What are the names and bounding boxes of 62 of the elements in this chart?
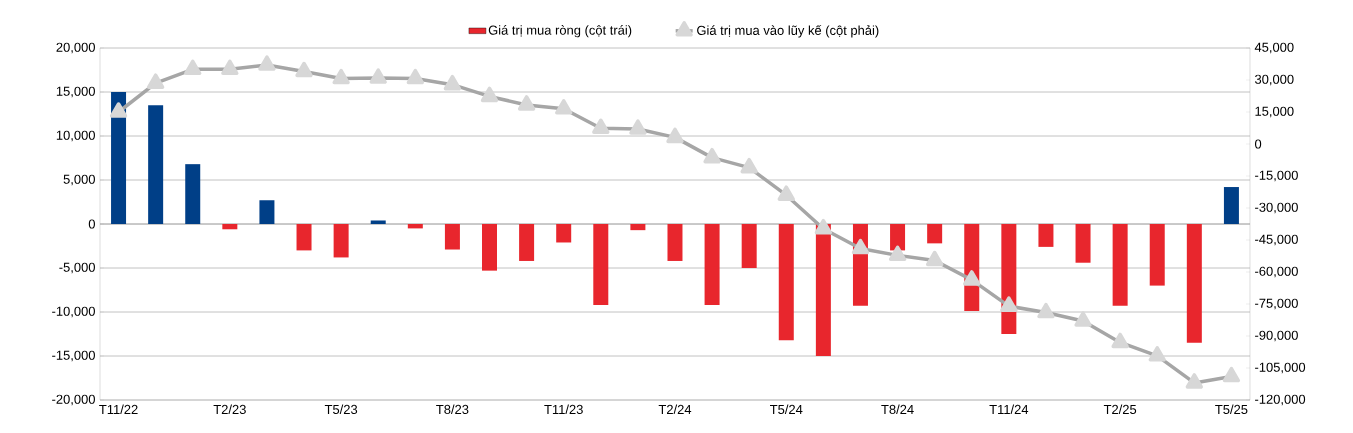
bar xyxy=(1186,224,1202,343)
bar xyxy=(593,224,609,305)
bar xyxy=(667,224,683,261)
y2-tick-label: 0 xyxy=(1254,139,1262,149)
y-tick-label: 15,000 xyxy=(56,86,95,98)
bar xyxy=(815,224,831,356)
x-tick-label: T5/24 xyxy=(770,404,803,415)
y2-tick-label: 30,000 xyxy=(1254,74,1294,86)
bar xyxy=(407,224,423,229)
y-tick-label: 0 xyxy=(88,219,95,229)
y2-tick-label: -30,000 xyxy=(1255,202,1298,214)
bar xyxy=(1223,187,1239,224)
bar xyxy=(890,224,906,251)
y2-tick-label: -75,000 xyxy=(1255,298,1298,310)
bar xyxy=(259,200,275,224)
x-tick-label: T11/22 xyxy=(99,404,138,415)
bar xyxy=(556,224,572,243)
y2-tick-label: -120,000 xyxy=(1255,394,1306,406)
bar xyxy=(222,224,238,230)
x-tick-label: T2/23 xyxy=(213,404,246,415)
y2-tick-label: -45,000 xyxy=(1255,234,1298,246)
y-tick-label: 20,000 xyxy=(56,42,95,54)
bar xyxy=(1038,224,1054,247)
bar xyxy=(296,224,312,251)
bar xyxy=(704,224,720,305)
x-tick-label: T8/24 xyxy=(881,404,914,415)
y2-tick-label: 15,000 xyxy=(1255,106,1294,118)
x-tick-label: T11/24 xyxy=(989,404,1029,415)
bar xyxy=(482,224,498,271)
y2-tick-label: -15,000 xyxy=(1255,170,1298,182)
bar xyxy=(1112,224,1128,306)
bar xyxy=(185,164,201,224)
y2-tick-label: -60,000 xyxy=(1255,266,1298,278)
bar xyxy=(927,224,943,244)
y-tick-label: -10,000 xyxy=(52,306,95,318)
y-tick-label: -20,000 xyxy=(52,394,95,406)
bar xyxy=(111,92,127,224)
y-tick-label: 10,000 xyxy=(56,130,95,142)
bar xyxy=(1149,224,1165,286)
bar xyxy=(741,224,757,268)
x-tick-label: T11/23 xyxy=(544,404,583,415)
bar xyxy=(519,224,535,261)
bar xyxy=(444,224,460,250)
y-tick-label: -15,000 xyxy=(52,350,95,362)
y-tick-label: -5,000 xyxy=(59,262,95,274)
bar xyxy=(333,224,349,258)
y2-tick-label: 45,000 xyxy=(1254,42,1294,54)
legend-label: Giá trị mua vào lũy kế (cột phải) xyxy=(697,24,879,38)
x-tick-label: T5/23 xyxy=(324,404,358,415)
x-tick-label: T2/24 xyxy=(658,404,692,415)
y2-tick-label: -90,000 xyxy=(1255,330,1298,342)
x-tick-label: T8/23 xyxy=(436,404,469,415)
bar xyxy=(148,105,164,224)
y2-tick-label: -105,000 xyxy=(1255,362,1306,374)
x-tick-label: T5/25 xyxy=(1215,404,1248,415)
bar xyxy=(370,220,386,224)
x-tick-label: T2/25 xyxy=(1103,404,1137,415)
bar xyxy=(778,224,794,341)
bar xyxy=(630,224,646,231)
bar xyxy=(1075,224,1091,263)
legend-label: Giá trị mua ròng (cột trái) xyxy=(488,25,632,38)
y-tick-label: 5,000 xyxy=(63,174,95,186)
